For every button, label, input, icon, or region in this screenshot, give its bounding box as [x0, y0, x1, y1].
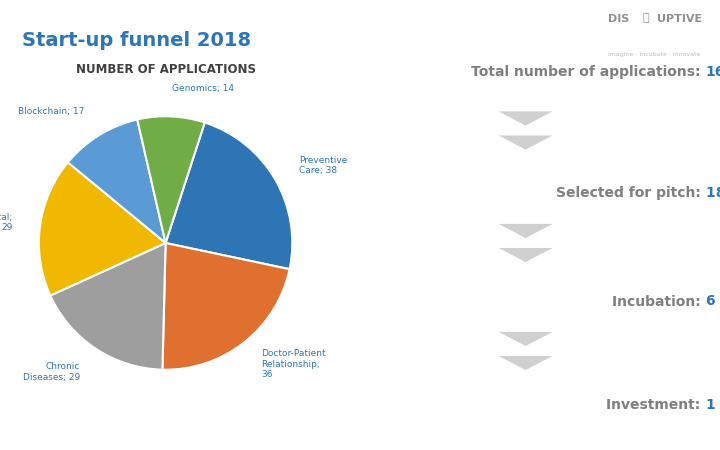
Text: Blockchain; 17: Blockchain; 17: [18, 107, 84, 116]
Wedge shape: [50, 243, 166, 370]
Text: Start-up funnel 2018: Start-up funnel 2018: [22, 32, 251, 50]
Polygon shape: [498, 332, 553, 346]
Text: 1 (Liquid Hospital): 1 (Liquid Hospital): [706, 398, 720, 412]
Polygon shape: [498, 356, 553, 370]
Text: UPTIVE: UPTIVE: [657, 14, 703, 23]
Text: Liquid Hospital;
29: Liquid Hospital; 29: [0, 213, 12, 233]
Text: Ⓡ: Ⓡ: [643, 14, 649, 23]
Text: Preventive
Care; 38: Preventive Care; 38: [300, 156, 348, 176]
Title: NUMBER OF APPLICATIONS: NUMBER OF APPLICATIONS: [76, 63, 256, 76]
Polygon shape: [498, 135, 553, 150]
Polygon shape: [498, 112, 553, 126]
Text: 168: 168: [706, 65, 720, 79]
Text: imagine · incubate · innovate: imagine · incubate · innovate: [608, 52, 701, 57]
Text: Genomics; 14: Genomics; 14: [173, 84, 235, 93]
Wedge shape: [39, 162, 166, 296]
Text: Chronic
Diseases; 29: Chronic Diseases; 29: [23, 362, 81, 382]
Polygon shape: [498, 248, 553, 262]
Text: 18 (3 per cat.): 18 (3 per cat.): [706, 186, 720, 201]
Text: Investment:: Investment:: [606, 398, 706, 412]
Text: Selected for pitch:: Selected for pitch:: [556, 186, 706, 201]
Wedge shape: [166, 122, 292, 269]
Polygon shape: [498, 224, 553, 238]
Text: Total number of applications:: Total number of applications:: [471, 65, 706, 79]
Text: Doctor-Patient
Relationship;
36: Doctor-Patient Relationship; 36: [261, 349, 326, 379]
Text: Incubation:: Incubation:: [612, 294, 706, 309]
Wedge shape: [138, 116, 204, 243]
Text: 6 (1 per category): 6 (1 per category): [706, 294, 720, 309]
Text: DIS: DIS: [608, 14, 630, 23]
Wedge shape: [163, 243, 289, 370]
Wedge shape: [68, 120, 166, 243]
